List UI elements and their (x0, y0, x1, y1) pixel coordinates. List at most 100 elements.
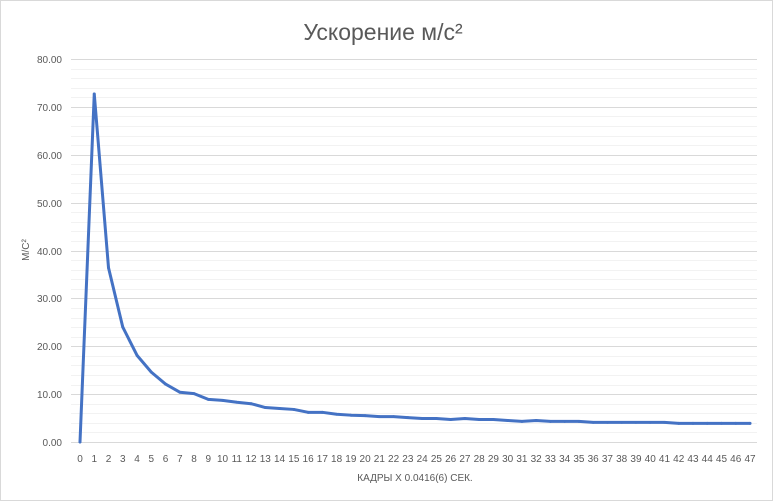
data-point (620, 420, 624, 424)
data-point (92, 92, 96, 96)
x-tick-label: 34 (559, 454, 571, 465)
x-tick-label: 43 (687, 454, 699, 465)
series-group (78, 92, 752, 444)
x-axis-title: КАДРЫ X 0.0416(6) СЕК. (357, 473, 472, 484)
x-tick-label: 38 (616, 454, 628, 465)
x-tick-label: 28 (474, 454, 486, 465)
data-point (164, 382, 167, 386)
x-tick-label: 23 (402, 454, 414, 465)
x-tick-label: 21 (374, 454, 386, 465)
x-tick-label: 37 (602, 454, 614, 465)
data-point (235, 400, 239, 404)
data-point (691, 421, 695, 425)
x-tick-label: 45 (716, 454, 728, 465)
data-point (78, 440, 82, 444)
x-tick-label: 22 (388, 454, 400, 465)
data-point (292, 408, 296, 411)
data-point (563, 420, 567, 423)
x-tick-label: 32 (531, 454, 543, 465)
data-point (506, 419, 510, 422)
y-tick-label: 60.00 (37, 151, 62, 162)
x-tick-label: 31 (516, 454, 528, 465)
data-point (392, 415, 396, 419)
x-tick-label: 36 (588, 454, 600, 465)
x-tick-label: 16 (303, 454, 315, 465)
data-point (463, 417, 467, 420)
y-tick-label: 20.00 (37, 342, 62, 353)
data-point (349, 413, 353, 417)
y-tick-label: 50.00 (37, 199, 62, 210)
x-axis-tick-labels: 0 1 2 3 4 5 6 7 8 9 10 11 12 13 14 15 16 17 18 19 20 21 22 23 24… (77, 454, 756, 465)
x-tick-label: 25 (431, 454, 443, 465)
x-tick-label: 4 (134, 454, 140, 465)
x-tick-label: 1 (91, 454, 97, 465)
data-point (135, 353, 139, 357)
x-tick-label: 30 (502, 454, 514, 465)
x-tick-label: 42 (673, 454, 685, 465)
data-point (549, 420, 552, 423)
x-tick-label: 26 (445, 454, 457, 465)
x-tick-label: 27 (459, 454, 471, 465)
x-tick-label: 40 (645, 454, 657, 465)
x-tick-label: 15 (288, 454, 300, 465)
x-tick-label: 29 (488, 454, 500, 465)
data-point (705, 421, 709, 425)
data-point (263, 406, 267, 409)
x-tick-label: 39 (630, 454, 642, 465)
data-point (748, 421, 752, 425)
x-tick-label: 17 (317, 454, 329, 465)
y-tick-label: 80.00 (37, 55, 62, 66)
data-point (306, 410, 310, 414)
x-tick-label: 8 (191, 454, 197, 465)
x-tick-label: 7 (177, 454, 183, 465)
y-tick-label: 30.00 (37, 294, 62, 305)
data-point (221, 398, 224, 402)
x-tick-label: 3 (120, 454, 126, 465)
data-point (107, 266, 110, 270)
data-point (734, 421, 738, 425)
x-tick-label: 47 (744, 454, 756, 465)
data-point (591, 420, 595, 424)
data-point (720, 421, 723, 425)
data-point (121, 325, 125, 329)
x-tick-label: 46 (730, 454, 742, 465)
y-tick-label: 10.00 (37, 390, 62, 401)
x-tick-label: 35 (573, 454, 585, 465)
x-tick-label: 18 (331, 454, 343, 465)
x-tick-label: 12 (246, 454, 258, 465)
data-point (449, 418, 453, 421)
data-point (492, 418, 495, 421)
data-point (406, 416, 410, 419)
data-point (420, 417, 424, 420)
x-tick-label: 2 (106, 454, 112, 465)
data-point (606, 420, 609, 424)
data-point (377, 415, 381, 419)
data-point (278, 407, 281, 410)
data-point (178, 390, 182, 394)
x-tick-label: 9 (206, 454, 212, 465)
data-point (249, 402, 253, 406)
data-point (320, 410, 324, 414)
data-point (677, 421, 681, 425)
data-point (634, 420, 638, 424)
y-axis-tick-labels: 0.00 10.00 20.00 30.00 40.00 50.00 60.00 70.00 8… (37, 55, 62, 449)
y-tick-label: 0.00 (43, 438, 63, 449)
series-line (78, 92, 752, 444)
minor-gridlines (71, 69, 757, 433)
data-point (577, 420, 581, 423)
data-point (335, 412, 338, 416)
x-tick-label: 24 (417, 454, 429, 465)
data-point (648, 420, 652, 424)
y-tick-label: 70.00 (37, 103, 62, 114)
y-axis-title: М/С² (21, 239, 32, 261)
x-tick-label: 5 (148, 454, 154, 465)
major-gridlines (71, 59, 757, 443)
x-tick-label: 6 (163, 454, 169, 465)
data-point (534, 419, 538, 422)
data-point (663, 420, 666, 424)
data-point (206, 397, 210, 401)
x-tick-label: 20 (360, 454, 372, 465)
data-point (477, 418, 481, 421)
